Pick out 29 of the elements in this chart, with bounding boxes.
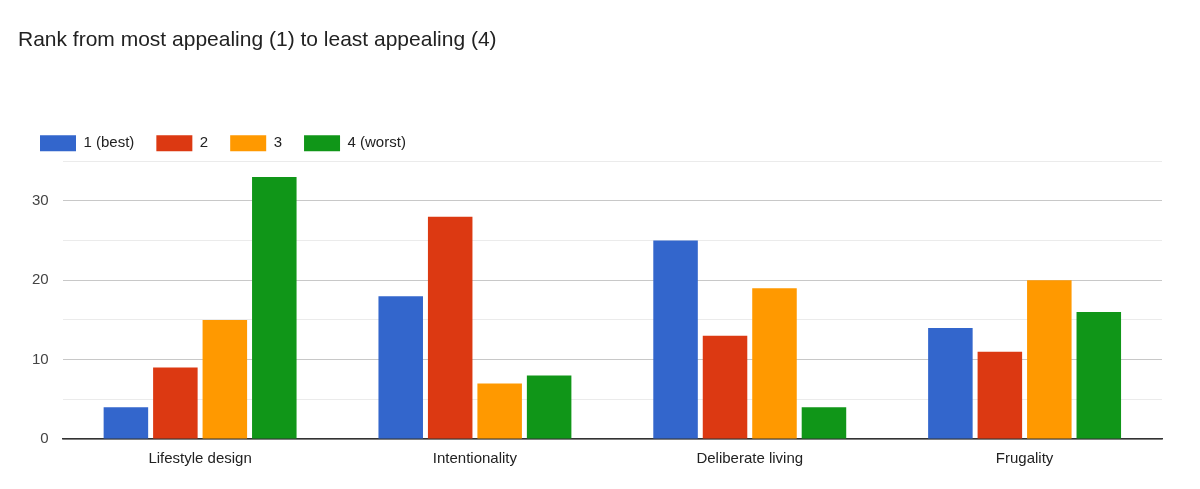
bar	[103, 407, 149, 439]
bar	[202, 319, 248, 439]
bar	[977, 351, 1023, 439]
y-tick-label: 20	[32, 270, 49, 288]
bar	[427, 216, 473, 439]
x-tick-label: Deliberate living	[696, 449, 804, 467]
legend-label: 2	[199, 133, 209, 151]
bar	[252, 177, 297, 439]
bar	[928, 327, 973, 439]
y-tick-label: 10	[32, 349, 49, 367]
bar	[1076, 312, 1122, 439]
chart-title: Rank from most appealing (1) to least appealing (4)	[18, 27, 497, 51]
x-tick-label: Frugality	[995, 449, 1054, 467]
bar	[1027, 280, 1072, 439]
bar	[477, 383, 522, 439]
x-tick-label: Intentionality	[432, 449, 518, 467]
bar	[153, 367, 198, 439]
bar	[526, 375, 572, 439]
legend-label: 3	[273, 133, 283, 151]
bar	[801, 407, 847, 439]
bar	[752, 288, 797, 439]
bar	[702, 335, 748, 439]
bar	[653, 240, 698, 439]
y-tick-label: 0	[40, 429, 49, 447]
bar	[378, 296, 423, 439]
legend-label: 4 (worst)	[347, 133, 406, 151]
x-tick-label: Lifestyle design	[148, 449, 252, 467]
y-tick-label: 30	[32, 191, 49, 209]
legend-label: 1 (best)	[83, 133, 135, 151]
